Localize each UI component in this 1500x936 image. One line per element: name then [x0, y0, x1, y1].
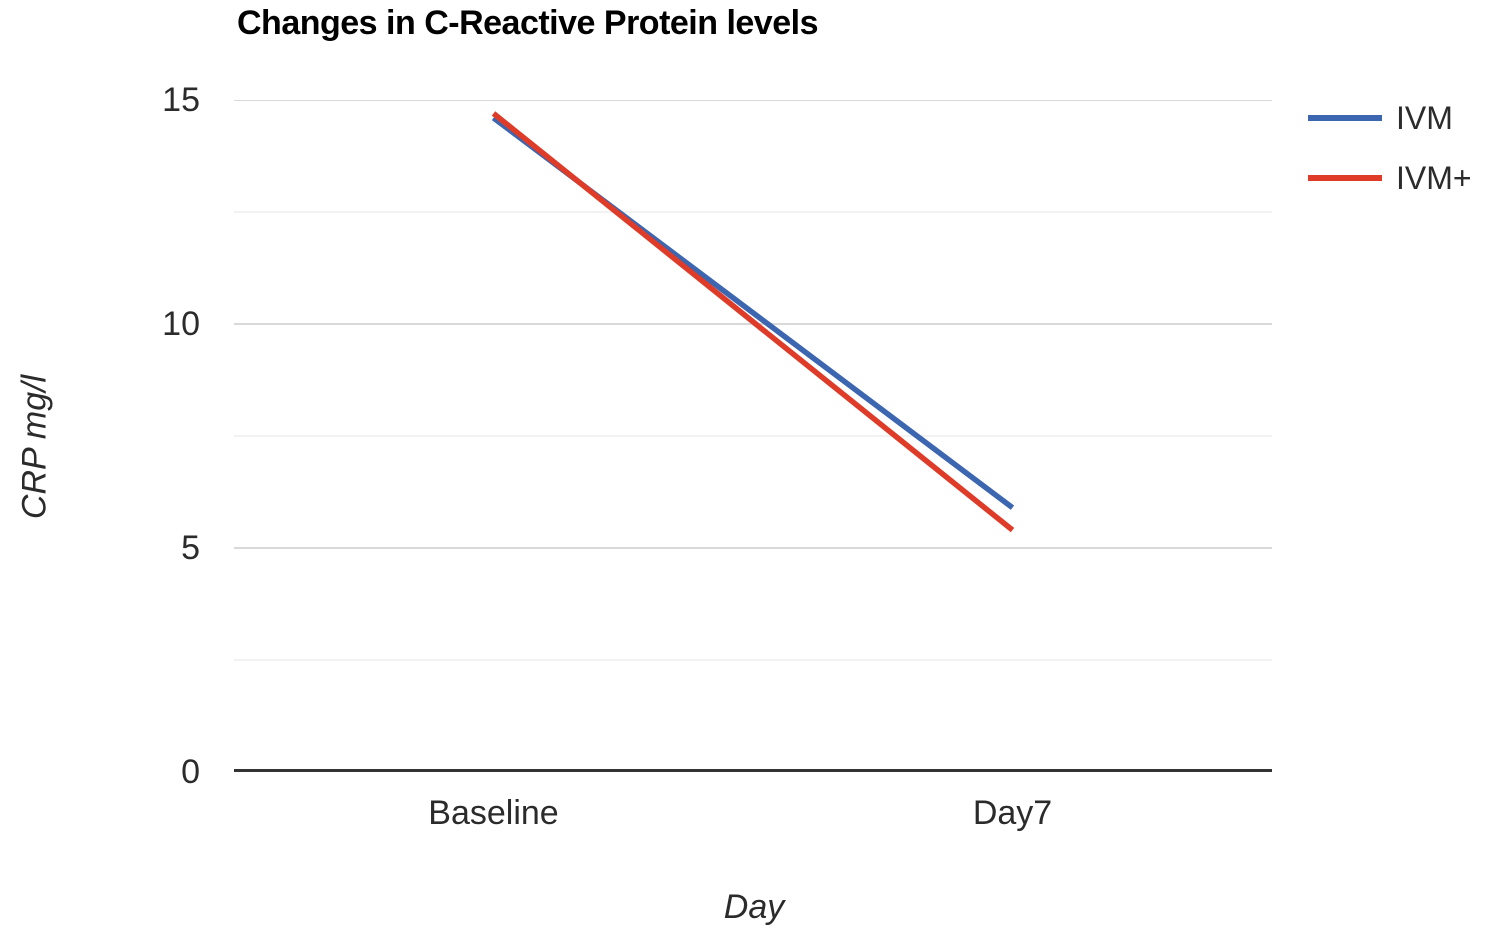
legend-item: IVM [1308, 94, 1472, 142]
y-axis-title: CRP mg/l [15, 374, 54, 520]
y-tick-label: 10 [162, 305, 200, 343]
legend-label: IVM+ [1396, 159, 1472, 196]
plot-area [234, 99, 1272, 776]
x-axis-title: Day [723, 888, 785, 926]
chart-title: Changes in C-Reactive Protein levels [237, 4, 818, 42]
legend-item: IVM+ [1308, 154, 1472, 202]
legend-swatch [1308, 115, 1382, 121]
series-line-ivm-plus [491, 111, 1015, 533]
x-tick-label: Day7 [972, 794, 1053, 832]
legend-swatch [1308, 175, 1382, 181]
legend: IVM IVM+ [1308, 94, 1472, 214]
x-tick-label: Baseline [428, 794, 559, 832]
y-tick-label: 0 [181, 753, 200, 791]
legend-label: IVM [1396, 99, 1453, 136]
y-tick-label: 5 [181, 529, 200, 567]
y-tick-label: 15 [162, 81, 200, 119]
chart-canvas [234, 99, 1272, 772]
